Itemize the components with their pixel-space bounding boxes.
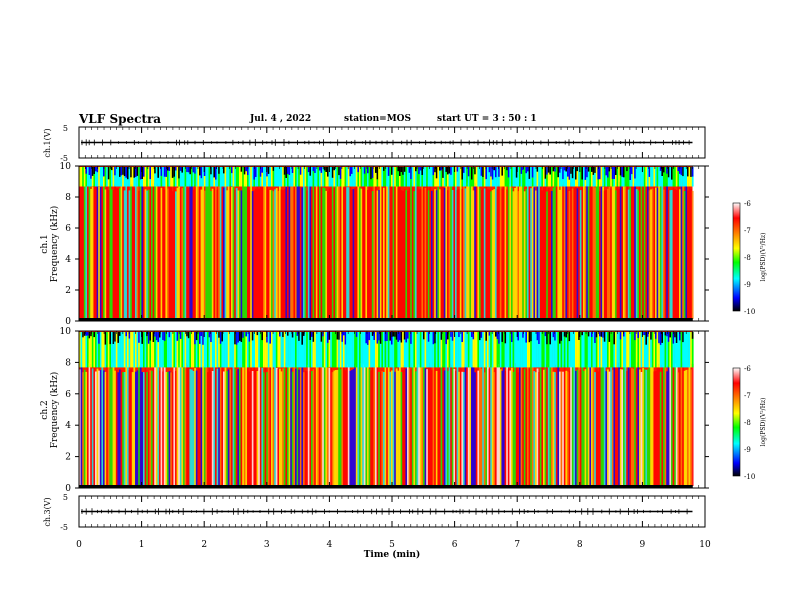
- x-axis-label: Time (min): [364, 549, 421, 560]
- ch1-colorbar: -6 -7 -8 -9 -10 log(PSD)(V²/Hz): [732, 200, 767, 316]
- time-tick-label: 7: [514, 540, 520, 550]
- freq-tick-label: 6: [65, 390, 71, 400]
- chart-title: VLF Spectra: [79, 112, 162, 126]
- freq-tick-label: 2: [65, 453, 71, 463]
- ch2-colorbar: -6 -7 -8 -9 -10 log(PSD)(V²/Hz): [732, 365, 767, 481]
- ch1-freq-ticks: 0 2 4 6 8 10: [60, 162, 709, 327]
- ch1-spectrogram-panel: 0 2 4 6 8 10 ch.1 Frequency (kHz): [40, 162, 709, 327]
- ch1-colorbar-tick-bottom: -10: [744, 308, 755, 316]
- ch1-waveform-trace: [81, 139, 693, 146]
- ch1-spectrogram-image: [79, 166, 694, 321]
- ch3-ylabel: ch.3(V): [43, 497, 52, 526]
- ch2-colorbar-tick-bottom: -10: [744, 473, 755, 481]
- station-label: station=MOS: [344, 114, 412, 124]
- ch2-colorbar-tick-4: -9: [744, 446, 751, 454]
- ch1-spec-ylabel-channel: ch.1: [40, 234, 50, 253]
- ch2-colorbar-label: log(PSD)(V²/Hz): [760, 398, 767, 447]
- ch1-colorbar-tick-3: -8: [744, 254, 751, 262]
- time-axis: 0 1 2 3 4 5 6 7 8 9 10: [76, 127, 711, 550]
- ch2-spectrogram-image: [79, 331, 694, 488]
- time-tick-label: 2: [201, 540, 207, 550]
- ch3-waveform-panel: 5 -5 ch.3(V): [43, 493, 706, 532]
- ch2-freq-ticks: 0 2 4 6 8 10: [60, 327, 709, 494]
- ch3-ytick-top: 5: [63, 493, 68, 502]
- ch3-waveform-trace: [81, 508, 693, 515]
- ch1-colorbar-label: log(PSD)(V²/Hz): [760, 233, 767, 282]
- ch1-ylabel: ch.1(V): [43, 128, 52, 157]
- freq-tick-label: 4: [65, 255, 71, 265]
- time-tick-label: 5: [389, 540, 395, 550]
- ch1-waveform-panel: 5 -5 ch.1(V): [43, 124, 706, 163]
- ch1-colorbar-tick-2: -7: [744, 227, 751, 235]
- freq-tick-label: 0: [65, 317, 71, 327]
- ch2-spec-ylabel-channel: ch.2: [40, 400, 50, 419]
- start-time-label: start UT = 3 : 50 : 1: [437, 114, 537, 124]
- time-tick-label: 10: [699, 540, 711, 550]
- freq-tick-label: 2: [65, 286, 71, 296]
- ch1-colorbar-tick-top: -6: [744, 200, 751, 208]
- ch2-colorbar-tick-top: -6: [744, 365, 751, 373]
- freq-tick-label: 4: [65, 421, 71, 431]
- freq-tick-label: 6: [65, 224, 71, 234]
- ch3-ytick-bottom: -5: [60, 523, 68, 532]
- ch1-ytick-top: 5: [63, 124, 68, 133]
- time-tick-label: 6: [452, 540, 458, 550]
- freq-tick-label: 10: [60, 162, 72, 172]
- ch2-colorbar-tick-3: -8: [744, 419, 751, 427]
- ch2-spectrogram-panel: 0 2 4 6 8 10 ch.2 Frequency (kHz): [40, 327, 709, 494]
- ch1-colorbar-tick-4: -9: [744, 281, 751, 289]
- time-tick-label: 4: [327, 540, 333, 550]
- freq-tick-label: 8: [65, 358, 71, 368]
- time-tick-label: 1: [139, 540, 145, 550]
- time-tick-label: 9: [640, 540, 646, 550]
- freq-tick-label: 10: [60, 327, 72, 337]
- time-tick-label: 8: [577, 540, 583, 550]
- freq-tick-label: 0: [65, 484, 71, 494]
- time-tick-label: 0: [76, 540, 82, 550]
- ch2-colorbar-tick-2: -7: [744, 392, 751, 400]
- date-label: Jul. 4 , 2022: [250, 114, 312, 124]
- freq-tick-label: 8: [65, 193, 71, 203]
- ch1-ytick-bottom: -5: [60, 154, 68, 163]
- time-tick-label: 3: [264, 540, 270, 550]
- ch2-spec-ylabel-frequency: Frequency (kHz): [49, 372, 60, 449]
- ch1-spec-ylabel-frequency: Frequency (kHz): [49, 206, 60, 283]
